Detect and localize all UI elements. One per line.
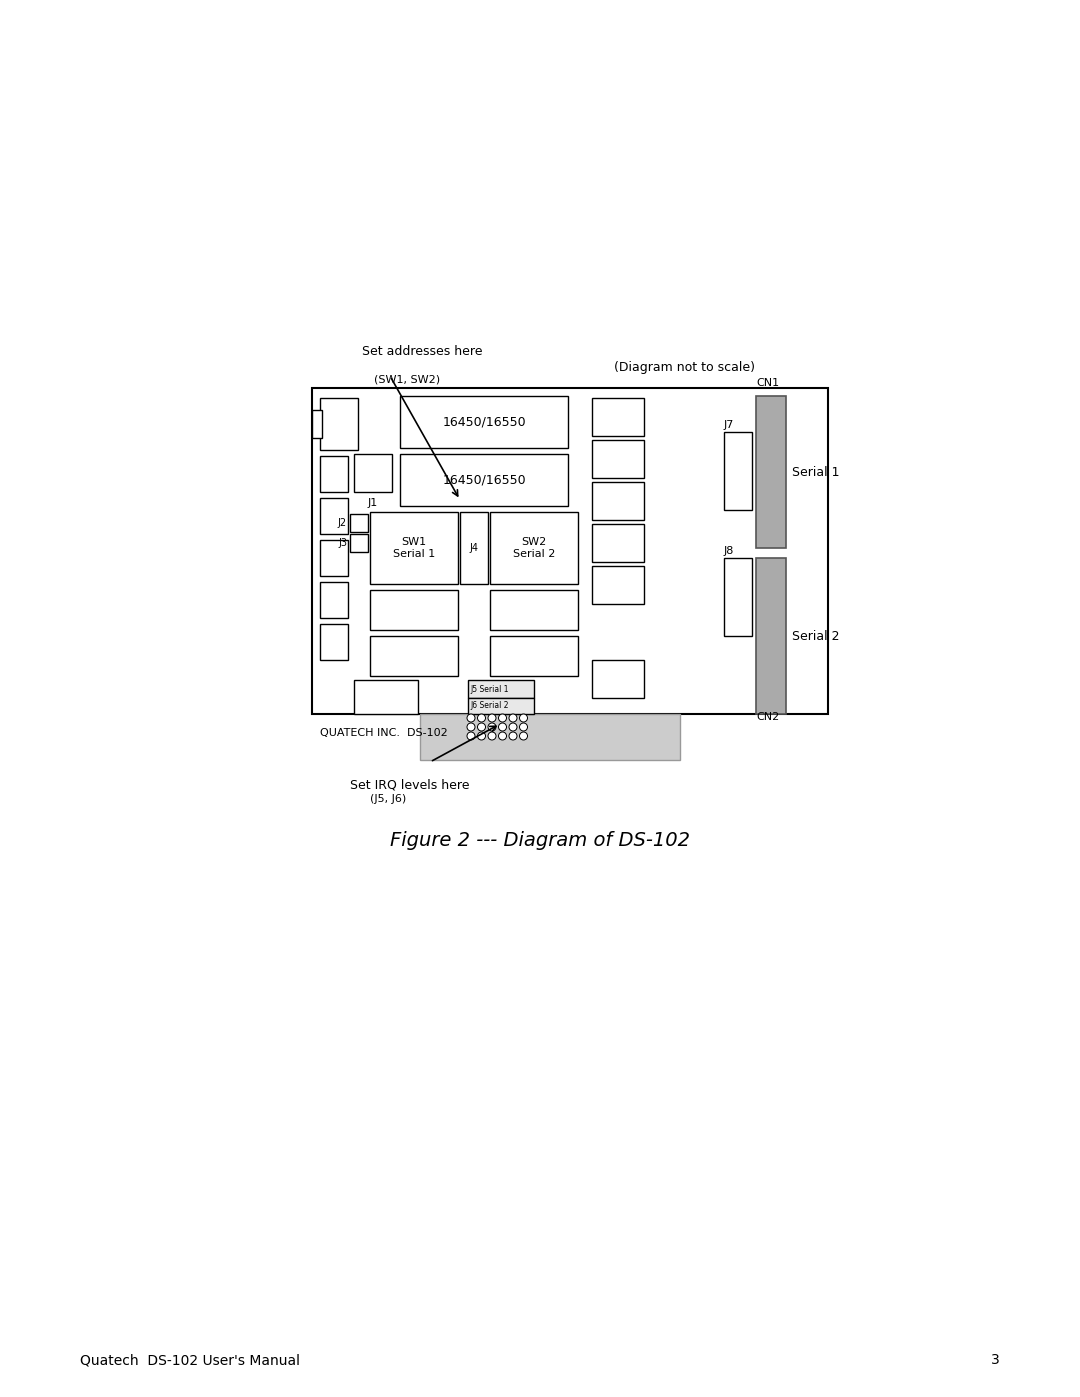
Text: Set IRQ levels here: Set IRQ levels here [350, 778, 470, 791]
Bar [354, 680, 418, 714]
Bar [592, 524, 644, 562]
Bar [420, 714, 680, 760]
Text: Set addresses here: Set addresses here [362, 345, 483, 358]
Bar [320, 583, 348, 617]
Bar [468, 680, 534, 698]
Bar [756, 395, 786, 548]
Bar [320, 398, 357, 450]
Text: J3: J3 [338, 538, 347, 548]
Text: SW1
Serial 1: SW1 Serial 1 [393, 538, 435, 559]
Text: J8: J8 [724, 546, 734, 556]
Bar [724, 432, 752, 510]
Text: Serial 2: Serial 2 [792, 630, 839, 643]
Text: J1: J1 [368, 497, 378, 509]
Text: (SW1, SW2): (SW1, SW2) [374, 374, 441, 384]
Text: 16450/16550: 16450/16550 [442, 474, 526, 486]
Bar [350, 514, 368, 532]
Text: J6 Serial 2: J6 Serial 2 [470, 701, 509, 711]
Bar [460, 511, 488, 584]
Bar [312, 388, 828, 714]
Circle shape [509, 714, 517, 722]
Bar [592, 440, 644, 478]
Bar [490, 511, 578, 584]
Text: (Diagram not to scale): (Diagram not to scale) [615, 362, 755, 374]
Bar [370, 590, 458, 630]
Bar [490, 590, 578, 630]
Text: QUATECH INC.  DS-102: QUATECH INC. DS-102 [320, 728, 448, 738]
Bar [468, 698, 534, 714]
Circle shape [488, 732, 496, 740]
Circle shape [509, 732, 517, 740]
Bar [320, 497, 348, 534]
Circle shape [477, 724, 486, 731]
Bar [370, 636, 458, 676]
Circle shape [499, 714, 507, 722]
Circle shape [467, 732, 475, 740]
Circle shape [519, 724, 527, 731]
Bar [400, 454, 568, 506]
Circle shape [509, 724, 517, 731]
Circle shape [467, 714, 475, 722]
Text: Quatech  DS-102 User's Manual: Quatech DS-102 User's Manual [80, 1354, 300, 1368]
Text: CN1: CN1 [756, 379, 779, 388]
Circle shape [488, 714, 496, 722]
Bar [350, 534, 368, 552]
Bar [592, 659, 644, 698]
Bar [400, 395, 568, 448]
Circle shape [467, 724, 475, 731]
Bar [320, 624, 348, 659]
Text: J7: J7 [724, 420, 734, 430]
Circle shape [477, 714, 486, 722]
Text: SW2
Serial 2: SW2 Serial 2 [513, 538, 555, 559]
Text: Figure 2 --- Diagram of DS-102: Figure 2 --- Diagram of DS-102 [390, 830, 690, 849]
Bar [312, 409, 322, 439]
Bar [320, 455, 348, 492]
Bar [354, 454, 392, 492]
Bar [370, 511, 458, 584]
Bar [320, 541, 348, 576]
Circle shape [477, 732, 486, 740]
Text: CN2: CN2 [756, 712, 780, 722]
Bar [756, 557, 786, 714]
Circle shape [499, 724, 507, 731]
Text: J4: J4 [470, 543, 478, 553]
Bar [724, 557, 752, 636]
Text: 16450/16550: 16450/16550 [442, 415, 526, 429]
Text: Serial 1: Serial 1 [792, 465, 839, 479]
Text: J2: J2 [338, 518, 347, 528]
Bar [490, 636, 578, 676]
Bar [592, 482, 644, 520]
Bar [592, 566, 644, 604]
Text: 3: 3 [991, 1354, 1000, 1368]
Circle shape [488, 724, 496, 731]
Bar [592, 398, 644, 436]
Text: (J5, J6): (J5, J6) [370, 793, 406, 805]
Text: J5 Serial 1: J5 Serial 1 [470, 685, 509, 693]
Circle shape [519, 732, 527, 740]
Circle shape [499, 732, 507, 740]
Circle shape [519, 714, 527, 722]
